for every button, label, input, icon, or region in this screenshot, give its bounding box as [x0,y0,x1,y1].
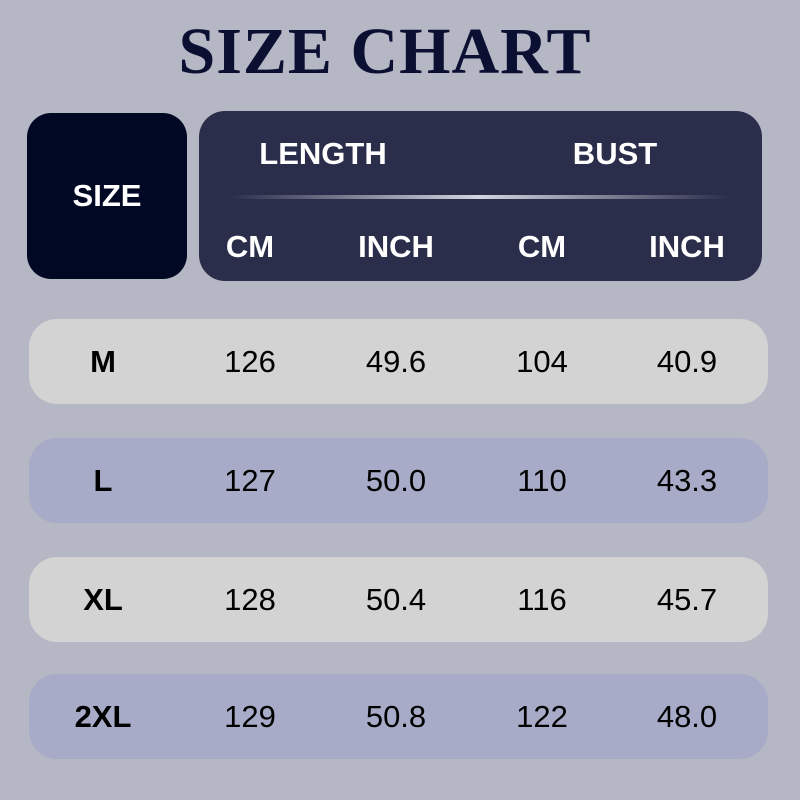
bust-inch-cell: 45.7 [656,581,718,617]
table-row: XL 128 50.4 116 45.7 [29,557,768,642]
length-inch-cell: 49.6 [365,343,427,379]
bust-cm-header: CM [517,229,567,264]
length-cm-cell: 127 [224,462,276,498]
length-cm-cell: 129 [224,698,276,734]
bust-cm-cell: 122 [516,698,568,734]
size-cell: XL [83,581,123,617]
length-cm-cell: 126 [224,343,276,379]
bust-inch-cell: 40.9 [656,343,718,379]
table-row: L 127 50.0 110 43.3 [29,438,768,523]
size-header-label: SIZE [72,178,142,213]
length-cm-header: CM [225,229,275,264]
length-inch-header: INCH [358,229,434,264]
length-cm-cell: 128 [224,581,276,617]
table-row: M 126 49.6 104 40.9 [29,319,768,404]
size-cell: M [90,343,116,379]
bust-header: BUST [572,136,658,171]
bust-cm-cell: 110 [517,462,567,498]
size-cell: 2XL [74,698,132,734]
size-cell: L [93,462,113,498]
measurement-header: LENGTH BUST CM INCH CM INCH [199,111,762,281]
length-inch-cell: 50.4 [365,581,427,617]
length-inch-cell: 50.0 [365,462,427,498]
bust-cm-cell: 116 [517,581,567,617]
size-column-header: SIZE [27,113,187,279]
bust-cm-cell: 104 [516,343,568,379]
length-header: LENGTH [259,136,387,171]
page-title: SIZE CHART [178,15,592,88]
bust-inch-cell: 48.0 [656,698,718,734]
bust-inch-cell: 43.3 [656,462,718,498]
table-row: 2XL 129 50.8 122 48.0 [29,674,768,759]
bust-inch-header: INCH [649,229,725,264]
header-divider [229,195,729,199]
length-inch-cell: 50.8 [365,698,427,734]
